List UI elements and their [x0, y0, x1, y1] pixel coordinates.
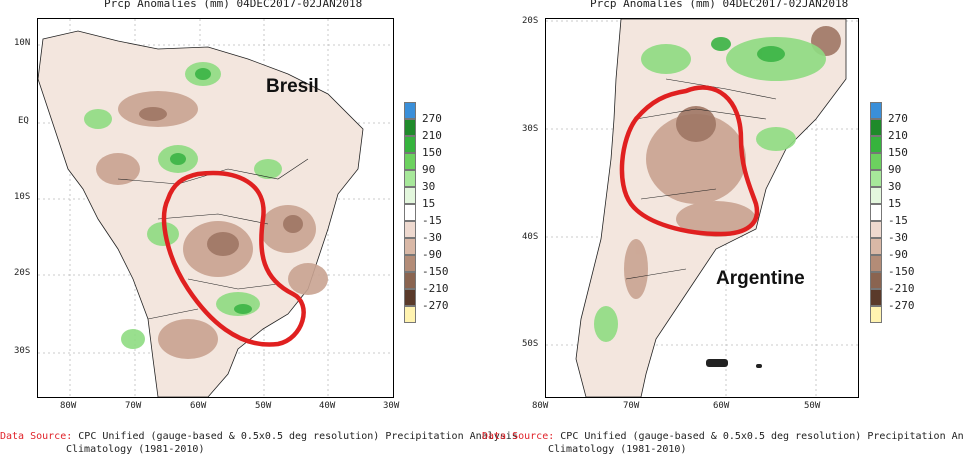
argentina-map-panel: Prcp Anomalies (mm) 04DEC2017-02JAN2018 … — [482, 0, 964, 469]
legend-swatch — [404, 170, 416, 187]
lat-label: 40S — [522, 232, 539, 242]
legend-label: -15 — [422, 214, 442, 227]
lat-label: 30S — [14, 346, 31, 356]
region-label-argentina: Argentine — [716, 268, 805, 289]
lat-label: 30S — [522, 124, 539, 134]
legend-swatch — [870, 102, 882, 119]
argentina-map-graphic — [546, 19, 858, 397]
brazil-map — [37, 18, 394, 398]
lat-label: EQ — [18, 116, 29, 126]
legend-label: 15 — [888, 197, 902, 210]
legend-swatch — [870, 153, 882, 170]
legend-label: 270 — [422, 112, 442, 125]
legend-swatch — [870, 187, 882, 204]
legend-label: -30 — [888, 231, 908, 244]
data-source-climatology: Climatology (1981-2010) — [66, 444, 205, 455]
legend-label: 150 — [888, 146, 908, 159]
legend-label: -15 — [888, 214, 908, 227]
legend-swatch — [870, 255, 882, 272]
legend-swatch — [870, 204, 882, 221]
legend-label: -270 — [888, 299, 915, 312]
region-label-brazil: Bresil — [266, 76, 319, 97]
legend-swatch — [404, 255, 416, 272]
legend-label: -90 — [422, 248, 442, 261]
legend-swatch — [870, 119, 882, 136]
legend-label: 30 — [888, 180, 902, 193]
legend-label: 30 — [422, 180, 436, 193]
legend-swatch — [870, 272, 882, 289]
legend-label: 90 — [888, 163, 902, 176]
legend-swatch — [870, 170, 882, 187]
legend-label: 90 — [422, 163, 436, 176]
legend-swatch — [404, 221, 416, 238]
lat-label: 10N — [14, 38, 31, 48]
lat-label: 20S — [522, 16, 539, 26]
map-title: Prcp Anomalies (mm) 04DEC2017-02JAN2018 — [590, 0, 849, 10]
data-source-note: Data Source: CPC Unified (gauge-based & … — [0, 430, 518, 456]
data-source-key: Data Source: — [482, 431, 555, 442]
lon-label: 70W — [623, 401, 640, 411]
legend-label: -270 — [422, 299, 449, 312]
legend-label: 150 — [422, 146, 442, 159]
legend-label: -150 — [888, 265, 915, 278]
legend-swatch — [404, 119, 416, 136]
lon-label: 60W — [713, 401, 730, 411]
legend-swatch — [404, 204, 416, 221]
legend-label: -30 — [422, 231, 442, 244]
legend-label: -150 — [422, 265, 449, 278]
legend-label: -210 — [422, 282, 449, 295]
lon-label: 30W — [383, 401, 400, 411]
legend-label: -210 — [888, 282, 915, 295]
legend-label: 210 — [422, 129, 442, 142]
lon-label: 70W — [125, 401, 142, 411]
data-source-value: CPC Unified (gauge-based & 0.5x0.5 deg r… — [78, 431, 518, 442]
lon-label: 80W — [532, 401, 549, 411]
lat-label: 20S — [14, 268, 31, 278]
argentina-map — [545, 18, 859, 398]
data-source-climatology: Climatology (1981-2010) — [548, 444, 687, 455]
legend-swatch — [870, 289, 882, 306]
data-source-value: CPC Unified (gauge-based & 0.5x0.5 deg r… — [560, 431, 964, 442]
brazil-map-graphic — [38, 19, 393, 397]
legend-swatch — [404, 136, 416, 153]
data-source-note: Data Source: CPC Unified (gauge-based & … — [482, 430, 964, 456]
legend-swatch — [870, 136, 882, 153]
legend-label: 210 — [888, 129, 908, 142]
annotation-outline — [619, 85, 760, 237]
annotation-outline — [161, 170, 306, 347]
legend-label: 15 — [422, 197, 436, 210]
legend-swatch — [870, 238, 882, 255]
legend-label: -90 — [888, 248, 908, 261]
brazil-map-panel: Prcp Anomalies (mm) 04DEC2017-02JAN2018 … — [0, 0, 518, 455]
legend-swatch — [870, 306, 882, 323]
legend-swatch — [404, 289, 416, 306]
lon-label: 50W — [804, 401, 821, 411]
legend-swatch — [404, 306, 416, 323]
legend-swatch — [404, 238, 416, 255]
legend-swatch — [404, 102, 416, 119]
data-source-key: Data Source: — [0, 431, 73, 442]
legend-swatch — [404, 187, 416, 204]
legend-swatch — [404, 272, 416, 289]
map-title: Prcp Anomalies (mm) 04DEC2017-02JAN2018 — [104, 0, 363, 10]
lat-label: 10S — [14, 192, 31, 202]
lon-label: 50W — [255, 401, 272, 411]
lat-label: 50S — [522, 339, 539, 349]
legend-label: 270 — [888, 112, 908, 125]
lon-label: 40W — [319, 401, 336, 411]
lon-label: 60W — [190, 401, 207, 411]
legend-swatch — [404, 153, 416, 170]
lon-label: 80W — [60, 401, 77, 411]
legend-swatch — [870, 221, 882, 238]
